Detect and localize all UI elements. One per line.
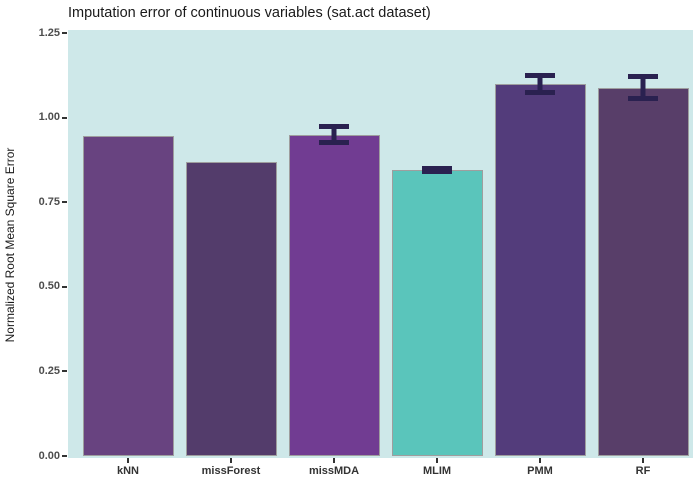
plot-panel xyxy=(68,30,693,458)
x-tick-mark xyxy=(230,458,232,463)
bar-rf xyxy=(597,87,689,456)
error-bar-cap xyxy=(628,73,658,79)
bar-missforest xyxy=(185,161,277,456)
error-bar-missmda xyxy=(319,123,349,146)
error-bar-line xyxy=(537,72,543,95)
error-bar-line xyxy=(640,73,646,102)
x-tick-label-knn: kNN xyxy=(116,465,139,477)
x-tick-label-rf: RF xyxy=(635,465,651,477)
y-tick-label: 0.75 xyxy=(38,195,60,208)
x-tick-mark xyxy=(539,458,541,463)
x-tick-label-mlim: MLIM xyxy=(422,465,452,477)
y-tick-label: 0.50 xyxy=(38,280,60,293)
x-tick-mark xyxy=(333,458,335,463)
error-bar-cap xyxy=(319,123,349,129)
error-bar-cap xyxy=(628,96,658,102)
y-tick-label: 0.00 xyxy=(38,449,60,462)
x-tick-label-pmm: PMM xyxy=(527,465,553,477)
y-tick-mark xyxy=(62,285,67,288)
error-bar-line xyxy=(331,123,337,146)
bar-pmm xyxy=(494,83,586,456)
bar-knn xyxy=(82,136,174,456)
chart-title: Imputation error of continuous variables… xyxy=(68,5,431,21)
error-bar-cap xyxy=(525,89,555,95)
error-bar-cap xyxy=(319,140,349,146)
bar-mlim xyxy=(391,170,483,456)
error-bar-pmm xyxy=(525,72,555,95)
x-tick-mark xyxy=(642,458,644,463)
y-tick-mark xyxy=(62,32,67,34)
x-tick-mark xyxy=(436,458,438,463)
y-tick-mark xyxy=(62,370,67,373)
y-tick-label: 1.25 xyxy=(38,26,60,39)
x-tick-label-missforest: missForest xyxy=(201,465,261,477)
y-tick-mark xyxy=(62,116,67,119)
error-bar-mlim xyxy=(422,165,452,175)
y-axis-title: Normalized Root Mean Square Error xyxy=(3,147,17,343)
y-tick-mark xyxy=(62,201,67,204)
error-bar-cap xyxy=(422,169,452,175)
error-bar-cap xyxy=(525,72,555,78)
x-tick-mark xyxy=(127,458,129,463)
error-bar-cap xyxy=(422,165,452,171)
error-bar-rf xyxy=(628,73,658,102)
y-tick-mark xyxy=(62,455,67,457)
x-tick-label-missmda: missMDA xyxy=(308,465,360,477)
bar-missmda xyxy=(288,134,380,456)
y-tick-label: 0.25 xyxy=(38,364,60,377)
y-tick-label: 1.00 xyxy=(38,111,60,124)
